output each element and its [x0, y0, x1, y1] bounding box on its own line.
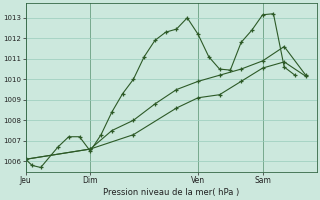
X-axis label: Pression niveau de la mer( hPa ): Pression niveau de la mer( hPa )	[103, 188, 239, 197]
